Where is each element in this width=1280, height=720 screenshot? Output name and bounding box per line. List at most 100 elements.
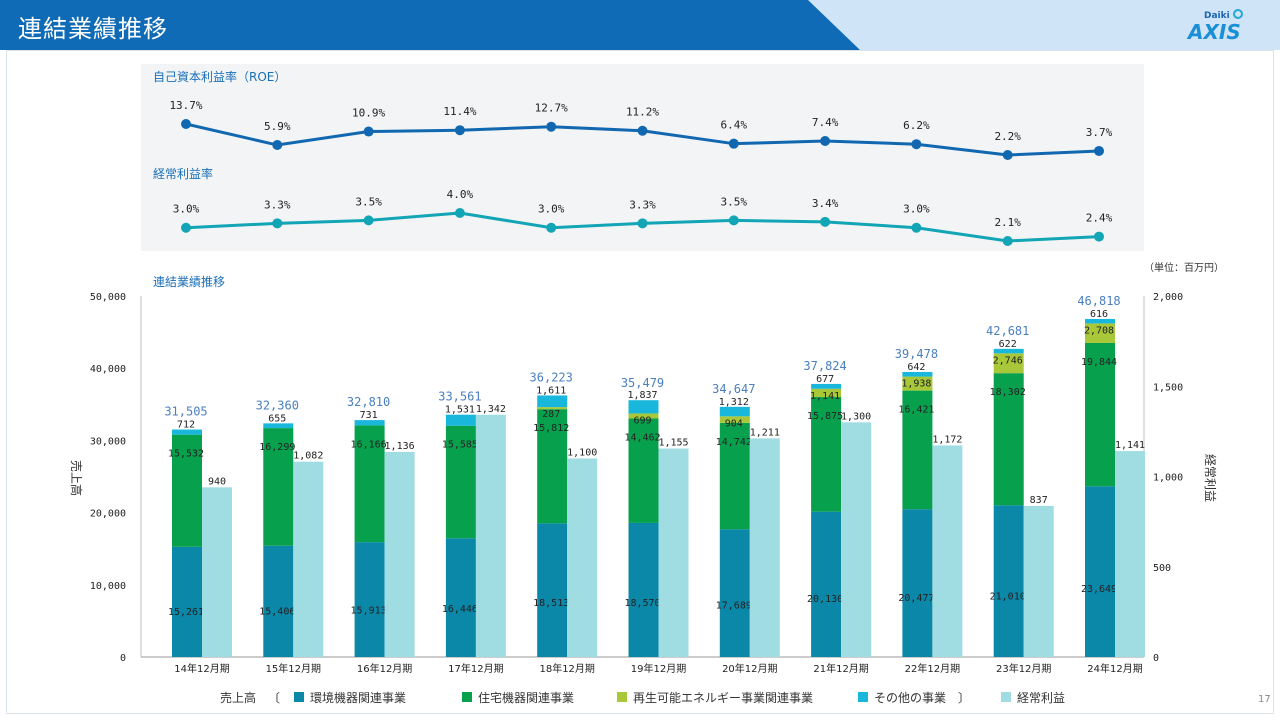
roe-point <box>820 135 831 146</box>
ordinary-profit-label: 1,300 <box>841 411 871 422</box>
roe-point <box>911 139 922 150</box>
bar-series: 15,26115,53271231,50594015,40616,2996553… <box>164 294 1145 657</box>
roe-point <box>546 121 557 132</box>
bar-total-label: 46,818 <box>1077 294 1120 308</box>
left-axis-ticks: 0 10,000 20,000 30,000 40,000 50,000 <box>90 292 126 664</box>
ordinary-margin-title: 経常利益率 <box>153 166 213 181</box>
bar-segment-env <box>445 538 476 657</box>
bar-chart-title: 連結業績推移 <box>153 275 225 289</box>
bar-label-other: 731 <box>360 410 378 421</box>
ordinary-profit-bar <box>658 448 689 657</box>
left-tick-label: 0 <box>120 653 126 664</box>
bar-segment-other <box>719 406 750 417</box>
bar-segment-renewable <box>628 413 659 419</box>
ordinary-margin-point <box>637 218 648 229</box>
bar-total-label: 31,505 <box>164 405 207 419</box>
legend-swatch-env <box>294 692 304 702</box>
bar-label-other: 655 <box>268 413 286 424</box>
ordinary-profit-bar <box>841 422 872 657</box>
bar-label-renewable: 2,708 <box>1084 325 1114 336</box>
x-category-label: 21年12月期 <box>813 662 868 675</box>
bar-label-housing: 14,742 <box>716 437 752 448</box>
bar-segment-other <box>993 348 1024 354</box>
logo-small-text: Daiki <box>1204 11 1230 21</box>
ordinary-margin-point <box>820 216 831 227</box>
x-category-label: 19年12月期 <box>631 662 686 675</box>
ordinary-margin-point <box>546 222 557 233</box>
right-axis-title: 経常利益 <box>1203 454 1217 502</box>
x-category-label: 23年12月期 <box>996 662 1051 675</box>
ordinary-margin-line-series: 3.0% 3.3% 3.5% 4.0% 3.0% 3.3% 3.5% 3.4% 3.0% 2.1%… <box>173 188 1113 246</box>
ordinary-margin-label: 3.0% <box>173 203 200 216</box>
ordinary-margin-label: 2.4% <box>1086 212 1113 225</box>
roe-point <box>181 119 191 129</box>
legend-env: 環境機器関連事業 <box>310 690 406 705</box>
left-tick-label: 40,000 <box>90 364 126 375</box>
x-category-label: 16年12月期 <box>357 662 412 675</box>
bar-label-env: 21,010 <box>990 591 1026 602</box>
x-category-label: 22年12月期 <box>905 662 960 675</box>
legend-open-bracket: 〔 <box>268 691 280 705</box>
bar-label-env: 20,477 <box>898 593 934 604</box>
roe-point <box>637 125 648 136</box>
bar-segment-env <box>719 529 750 657</box>
bar-total-label: 32,810 <box>347 395 390 409</box>
ordinary-margin-label: 3.3% <box>264 198 291 211</box>
ordinary-profit-label: 1,100 <box>567 447 597 458</box>
ordinary-margin-label: 3.0% <box>903 203 930 216</box>
bar-segment-housing <box>811 397 842 512</box>
bar-segment-env <box>1085 486 1115 657</box>
ordinary-margin-point <box>454 208 465 218</box>
ordinary-margin-label: 3.0% <box>538 203 565 216</box>
legend-renewable: 再生可能エネルギー事業関連事業 <box>633 691 813 705</box>
bar-segment-housing <box>1085 342 1115 487</box>
daiki-axis-logo: Daiki AXIS <box>1186 9 1243 42</box>
ordinary-profit-bar <box>1115 451 1145 657</box>
right-tick-label: 500 <box>1153 563 1171 574</box>
ordinary-margin-label: 4.0% <box>447 188 474 201</box>
ordinary-profit-label: 1,082 <box>293 451 323 462</box>
bar-label-other: 616 <box>1090 309 1108 320</box>
bar-segment-renewable <box>1085 323 1115 343</box>
ordinary-profit-bar <box>293 461 324 657</box>
bar-label-env: 17,689 <box>716 600 752 611</box>
header-blue-shape <box>0 0 860 50</box>
bar-label-housing: 15,812 <box>533 423 569 434</box>
roe-point <box>1094 145 1104 156</box>
right-tick-label: 1,500 <box>1153 382 1183 393</box>
roe-label: 6.2% <box>903 119 930 132</box>
bar-label-other: 622 <box>999 339 1017 350</box>
right-tick-label: 1,000 <box>1153 473 1183 484</box>
ordinary-profit-label: 1,342 <box>476 404 506 415</box>
legend-swatch-renewable <box>617 692 627 702</box>
bar-label-env: 20,130 <box>807 594 843 605</box>
bar-segment-housing <box>719 422 750 530</box>
ordinary-margin-point <box>728 215 739 226</box>
bar-segment-env <box>902 509 933 657</box>
bar-segment-env <box>628 522 659 657</box>
ordinary-profit-label: 1,136 <box>385 441 415 452</box>
bar-segment-renewable <box>537 407 568 410</box>
legend-other: その他の事業 <box>874 691 946 705</box>
bar-label-renewable: 904 <box>725 418 743 429</box>
ordinary-margin-point <box>272 218 283 229</box>
ordinary-profit-label: 1,141 <box>1115 440 1145 451</box>
bar-segment-other <box>445 414 476 426</box>
x-category-label: 24年12月期 <box>1087 662 1142 675</box>
bar-total-label: 34,647 <box>712 382 755 396</box>
bar-label-env: 18,513 <box>533 598 569 609</box>
roe-point <box>363 126 374 137</box>
roe-label: 7.4% <box>812 116 839 129</box>
header-background <box>0 0 860 50</box>
bar-segment-env <box>537 523 568 657</box>
bar-segment-other <box>902 371 933 377</box>
ordinary-profit-bar <box>567 458 598 657</box>
bar-label-housing: 18,302 <box>990 387 1026 398</box>
roe-label: 6.4% <box>721 119 748 132</box>
roe-label: 3.7% <box>1086 126 1113 139</box>
bar-label-housing: 19,844 <box>1081 357 1117 368</box>
x-category-label: 15年12月期 <box>266 662 321 675</box>
ordinary-margin-label: 3.4% <box>812 197 839 210</box>
bar-total-label: 39,478 <box>895 347 938 361</box>
roe-point <box>1002 150 1013 160</box>
